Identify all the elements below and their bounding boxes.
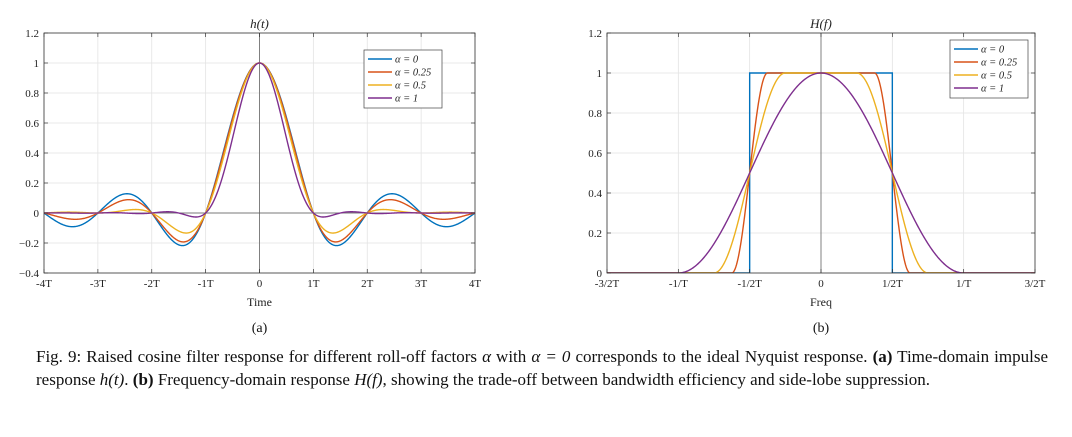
freq-legend-entry: α = 0.5 (981, 71, 1012, 82)
caption-a-text: Time-domain impulse response (36, 347, 1048, 389)
freq-x-axis-label: Freq (810, 295, 832, 309)
time-y-tick-label: 0.2 (25, 178, 39, 190)
freq-y-tick-label: 0.2 (588, 228, 602, 240)
time-y-tick-label: −0.2 (19, 238, 39, 250)
freq-x-tick-label: 3/2T (1025, 278, 1046, 290)
freq-x-tick-label: -1/2T (737, 278, 762, 290)
freq-y-tick-label: 0 (597, 268, 603, 280)
time-legend-entry: α = 1 (395, 94, 418, 105)
time-series-line-1 (44, 62, 475, 218)
time-x-tick-label: 0 (257, 278, 263, 290)
freq-x-tick-label: 1/T (956, 278, 972, 290)
time-x-tick-label: 2T (361, 278, 374, 290)
freq-y-tick-label: 0.4 (588, 188, 602, 200)
time-y-tick-label: −0.4 (19, 268, 39, 280)
time-y-tick-label: 0.4 (25, 148, 39, 160)
time-y-tick-label: 1.2 (25, 28, 39, 40)
freq-x-tick-label: 1/2T (882, 278, 903, 290)
time-legend-entry: α = 0 (395, 55, 419, 66)
caption-line1-prefix: Fig. 9: Raised cosine filter response fo… (36, 347, 483, 366)
figure-caption: Fig. 9: Raised cosine filter response fo… (36, 345, 1048, 391)
freq-legend-entry: α = 1 (981, 84, 1004, 95)
time-x-tick-label: 1T (307, 278, 320, 290)
caption-alpha-zero: α = 0 (531, 347, 571, 366)
freq-legend-entry: α = 0 (981, 45, 1005, 56)
time-y-tick-label: 0.6 (25, 118, 39, 130)
freq-chart-title: H(f) (809, 16, 832, 31)
time-y-tick-label: 1 (34, 58, 40, 70)
caption-b-end: , showing the trade-off between bandwidt… (382, 370, 931, 389)
caption-a-end: . (124, 370, 133, 389)
time-chart-title: h(t) (250, 16, 269, 31)
time-x-tick-label: 4T (469, 278, 482, 290)
caption-a-label: (a) (872, 347, 893, 366)
time-x-tick-label: -4T (36, 278, 52, 290)
figure: -4T -3T -2T -1T 0 1T 2T 3T 4T −0.4 −0.2 0 0.2 0.4 0.6 0… (19, 16, 1046, 336)
freq-subfigure-label: (b) (813, 321, 830, 336)
caption-line1-suffix: corresponds to the ideal Nyquist respons… (570, 347, 868, 366)
time-y-tick-label: 0.8 (25, 88, 39, 100)
freq-y-tick-label: 1 (597, 68, 603, 80)
time-domain-plot: -4T -3T -2T -1T 0 1T 2T 3T 4T −0.4 −0.2 0 0.2 0.4 0.6 0… (19, 16, 481, 336)
time-legend-entry: α = 0.25 (395, 68, 431, 79)
caption-alpha-symbol: α (482, 347, 491, 366)
freq-series-line-1 (607, 72, 1035, 273)
time-x-tick-label: -1T (198, 278, 214, 290)
freq-y-tick-label: 1.2 (588, 28, 602, 40)
freq-legend-entry: α = 0.25 (981, 58, 1017, 69)
caption-b-symbol: H(f) (354, 370, 383, 389)
caption-line1-mid: with (491, 347, 532, 366)
caption-b-text: Frequency-domain response (153, 370, 355, 389)
time-y-tick-label: 0 (34, 208, 40, 220)
time-legend-entry: α = 0.5 (395, 81, 426, 92)
caption-a-symbol: h(t) (99, 370, 125, 389)
time-x-axis-label: Time (247, 295, 272, 309)
time-x-tick-label: -3T (90, 278, 106, 290)
freq-x-tick-label: -1/T (669, 278, 688, 290)
freq-x-tick-label: -3/2T (595, 278, 620, 290)
freq-x-tick-label: 0 (818, 278, 824, 290)
time-x-tick-label: 3T (415, 278, 428, 290)
freq-y-tick-label: 0.8 (588, 108, 602, 120)
freq-y-tick-label: 0.6 (588, 148, 602, 160)
time-subfigure-label: (a) (252, 321, 268, 336)
time-x-tick-label: -2T (144, 278, 160, 290)
caption-b-label: (b) (132, 370, 154, 389)
frequency-domain-plot: -3/2T -1/T -1/2T 0 1/2T 1/T 3/2T 0 0.2 0.4 0.6 0.8 1… (588, 16, 1045, 336)
